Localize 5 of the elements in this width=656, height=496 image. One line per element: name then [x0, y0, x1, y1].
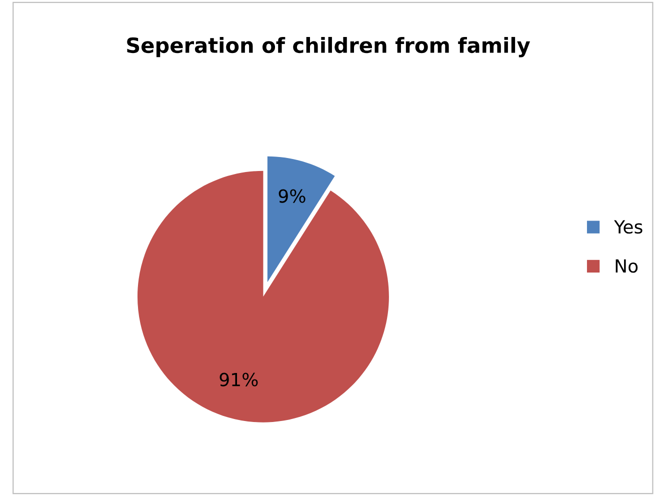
data-label: 91%	[220, 372, 258, 386]
data-label: 9%	[278, 189, 306, 203]
legend-label: No	[616, 259, 638, 273]
legend-label: Yes	[614, 220, 642, 234]
chart-title: Seperation of children from family	[127, 36, 530, 58]
